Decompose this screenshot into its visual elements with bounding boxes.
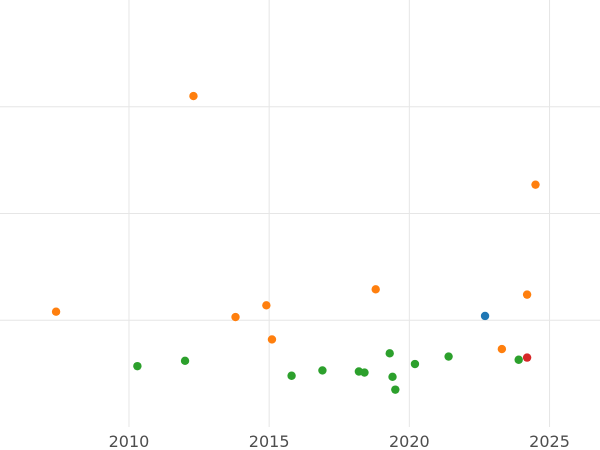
- data-point: [360, 368, 369, 377]
- data-point: [391, 385, 400, 394]
- data-point: [133, 361, 142, 371]
- data-point: [410, 359, 420, 369]
- data-point: [267, 335, 277, 344]
- data-point: [522, 290, 532, 299]
- data-points: [51, 91, 540, 394]
- data-point: [385, 349, 394, 358]
- data-point: [531, 180, 540, 189]
- data-point: [51, 307, 61, 316]
- data-point: [480, 311, 490, 321]
- data-point: [262, 301, 271, 310]
- data-point: [180, 356, 190, 366]
- data-point: [287, 371, 296, 380]
- data-point: [444, 352, 453, 361]
- x-tick-label: 2010: [109, 432, 150, 450]
- data-point: [514, 355, 523, 364]
- data-point: [231, 312, 240, 322]
- data-point: [522, 353, 532, 362]
- data-point: [388, 372, 397, 382]
- x-axis-tick-labels: 2010 2015 2020 2025: [109, 432, 570, 450]
- data-point: [371, 285, 380, 294]
- x-tick-label: 2025: [529, 432, 570, 450]
- data-point: [497, 344, 507, 354]
- x-tick-label: 2020: [389, 432, 430, 450]
- grid-lines: [0, 0, 600, 427]
- x-tick-label: 2015: [249, 432, 290, 450]
- data-point: [318, 366, 327, 375]
- data-point: [189, 91, 198, 101]
